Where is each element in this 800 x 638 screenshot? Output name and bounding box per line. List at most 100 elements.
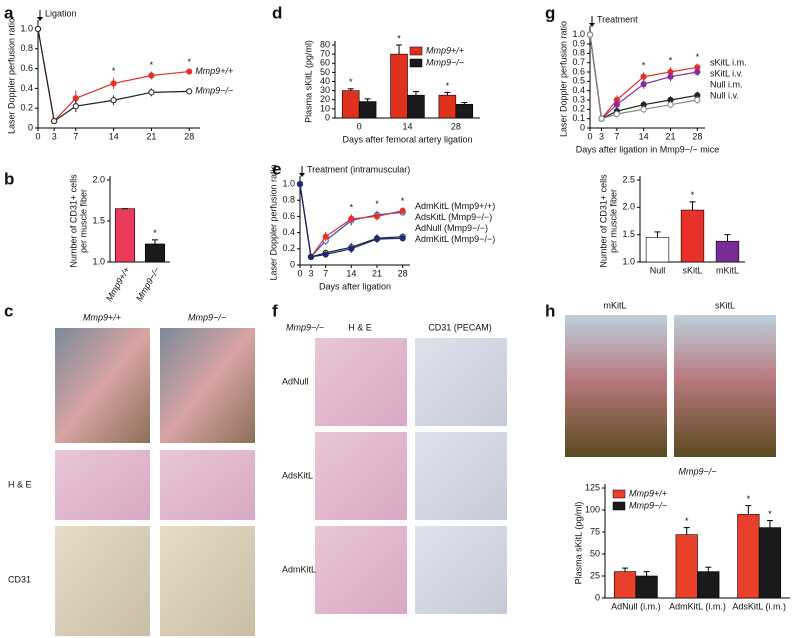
bar	[697, 571, 720, 599]
marker	[694, 68, 701, 76]
bar	[613, 571, 637, 599]
annotation-arrowhead	[37, 17, 43, 21]
legend-swatch	[409, 58, 423, 68]
panel-label: h	[545, 301, 555, 320]
y-tick-label: 1.0	[572, 29, 585, 39]
marker	[694, 96, 701, 104]
image-label: sKitL	[715, 300, 735, 310]
legend-label: Mmp9−/−	[426, 57, 464, 67]
marker	[186, 88, 193, 95]
x-tick-label: Mmp9−/−	[134, 265, 162, 303]
x-tick-label: 0	[357, 121, 362, 131]
y-tick-label: 60	[320, 58, 330, 68]
marker	[373, 235, 381, 243]
legend-swatch	[612, 489, 626, 499]
legend-label: Mmp9−/−	[629, 500, 667, 510]
y-tick-label: 0.6	[20, 63, 33, 73]
y-axis-label: Laser Doppler perfusion ratio	[268, 164, 278, 280]
row-label: AdmKitL	[282, 564, 316, 574]
x-tick-label: 7	[614, 131, 619, 141]
histology-image	[55, 526, 150, 636]
x-tick-label: 0	[297, 268, 302, 278]
y-tick-label: 50	[590, 548, 600, 558]
column-label: H & E	[348, 322, 372, 332]
charts: 0 0.2 0.4 0.6 0.8 1.0 Laser Doppler perfusion …	[6, 8, 790, 611]
x-tick-label: 0	[35, 131, 40, 141]
y-tick-label: 0	[290, 259, 295, 269]
y-tick-label: 1.0	[20, 23, 33, 33]
legend-label: sKitL i.v.	[710, 69, 743, 79]
y-tick-label: 50	[320, 67, 330, 77]
legend-label: Null i.m.	[710, 80, 743, 90]
image-label: mKitL	[603, 300, 626, 310]
marker	[348, 245, 355, 252]
histology-image	[415, 526, 507, 614]
y-tick-label: 0.4	[282, 227, 295, 237]
y-tick-label: 0.5	[572, 76, 585, 86]
x-tick-label: 28	[451, 121, 461, 131]
marker	[399, 235, 406, 242]
marker	[322, 251, 329, 258]
panel-label: e	[272, 159, 281, 178]
y-tick-label: 0.6	[572, 66, 585, 76]
marker	[399, 207, 406, 214]
y-tick-label: 0.8	[20, 43, 33, 53]
line	[589, 34, 698, 120]
y-axis-label: Plasma sKitL (pg/ml)	[303, 40, 313, 123]
chart-title: Mmp9−/−	[678, 466, 716, 476]
x-tick-label: 14	[346, 268, 356, 278]
significance-mark: *	[397, 33, 401, 43]
x-tick-label: 14	[402, 121, 412, 131]
bar	[635, 575, 658, 599]
x-tick-label: 28	[184, 131, 194, 141]
x-tick-label: 14	[639, 131, 649, 141]
y-tick-label: 2.0	[92, 174, 105, 184]
significance-mark: *	[187, 57, 191, 67]
legend-label: Mmp9+/+	[426, 45, 464, 55]
annotation: Treatment	[597, 14, 638, 24]
significance-mark: *	[112, 66, 116, 76]
x-tick-label: 28	[692, 131, 702, 141]
marker	[667, 101, 674, 108]
y-tick-label: 0.8	[572, 48, 585, 58]
x-tick-label: 21	[665, 131, 675, 141]
y-tick-label: 1.0	[282, 178, 295, 188]
panel-label: f	[272, 301, 278, 320]
y-tick-label: 2.5	[622, 174, 635, 184]
x-axis-label: Days after ligation in Mmp9−/− mice	[576, 144, 720, 154]
x-tick-label: AdNull (i.m.)	[611, 601, 661, 611]
line	[299, 183, 403, 258]
marker	[613, 110, 620, 118]
x-tick-label: 3	[52, 131, 57, 141]
marker	[51, 117, 58, 125]
x-tick-label: 0	[587, 131, 592, 141]
x-tick-label: 14	[109, 131, 119, 141]
significance-mark: *	[349, 77, 353, 87]
y-tick-label: 0.2	[572, 104, 585, 114]
y-tick-label: 0.6	[282, 211, 295, 221]
x-tick-label: AdsKitL (i.m.)	[732, 601, 786, 611]
legend-label: Mmp9+/+	[195, 66, 233, 76]
x-tick-label: 7	[73, 131, 78, 141]
significance-mark: *	[642, 60, 646, 70]
y-tick-label: 0	[325, 112, 330, 122]
legend-label: AdNull (Mmp9−/−)	[415, 223, 488, 233]
x-tick-label: 21	[146, 131, 156, 141]
y-axis-label: Number of CD31+ cells	[68, 174, 78, 268]
y-axis-label: per muscle fiber	[608, 189, 618, 253]
marker	[186, 68, 193, 75]
y-tick-label: 80	[320, 39, 330, 49]
x-axis-label: Days after femoral artery ligation	[342, 134, 472, 144]
legend-swatch	[612, 501, 626, 511]
significance-mark: *	[691, 190, 695, 200]
panel-label: c	[4, 301, 13, 320]
histology-image	[160, 526, 255, 636]
panel-label: g	[545, 3, 555, 22]
panel-label: b	[4, 169, 14, 188]
y-tick-label: 1.5	[92, 215, 105, 225]
marker	[322, 233, 329, 240]
marker	[667, 73, 674, 80]
legend-swatch	[409, 46, 423, 56]
bar	[715, 240, 740, 263]
y-tick-label: 0.4	[572, 85, 585, 95]
